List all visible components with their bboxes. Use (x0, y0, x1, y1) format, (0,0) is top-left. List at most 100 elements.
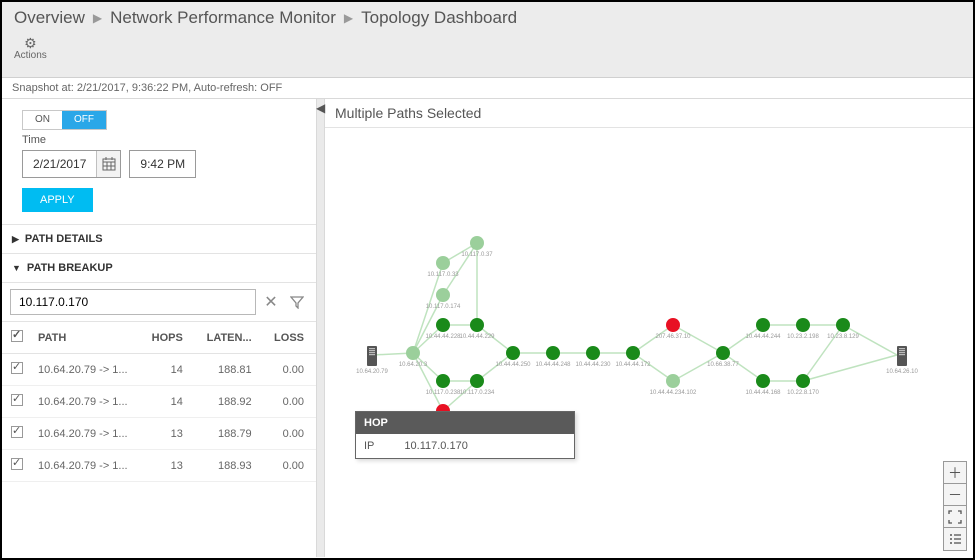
actions-button[interactable]: ⚙ Actions (14, 36, 47, 61)
table-row[interactable]: 10.64.20.79 -> 1...14188.920.00 (2, 386, 316, 418)
cell-latency: 188.79 (195, 418, 264, 450)
table-row[interactable]: 10.64.20.79 -> 1...13188.930.00 (2, 450, 316, 482)
col-path[interactable]: PATH (32, 322, 141, 354)
toggle-off[interactable]: OFF (62, 111, 106, 129)
zoom-list-button[interactable] (944, 528, 966, 550)
col-loss[interactable]: LOSS (264, 322, 316, 354)
topology-node[interactable] (626, 346, 640, 360)
topology-node[interactable] (436, 288, 450, 302)
topology-node[interactable] (796, 318, 810, 332)
cell-hops: 14 (141, 386, 195, 418)
node-label: 10.23.2.198 (787, 334, 819, 340)
cell-path: 10.64.20.79 -> 1... (32, 418, 141, 450)
row-checkbox[interactable] (11, 458, 23, 470)
topology-node[interactable] (436, 318, 450, 332)
topology-node[interactable] (666, 318, 680, 332)
host-icon[interactable] (895, 345, 909, 367)
table-row[interactable]: 10.64.20.79 -> 1...13188.790.00 (2, 418, 316, 450)
topology-node[interactable] (506, 346, 520, 360)
topology-node[interactable] (756, 318, 770, 332)
node-label: 10.117.0.37 (461, 252, 492, 258)
row-checkbox[interactable] (11, 426, 23, 438)
section-path-breakup[interactable]: ▼ PATH BREAKUP (2, 254, 316, 283)
breadcrumb: Overview ▶ Network Performance Monitor ▶… (14, 8, 961, 28)
triangle-down-icon: ▼ (12, 263, 21, 273)
calendar-icon[interactable] (96, 151, 120, 177)
cell-hops: 14 (141, 354, 195, 386)
topology-node[interactable] (586, 346, 600, 360)
breadcrumb-item[interactable]: Network Performance Monitor (110, 8, 336, 28)
cell-hops: 13 (141, 418, 195, 450)
breadcrumb-item[interactable]: Topology Dashboard (361, 8, 517, 28)
zoom-fit-button[interactable] (944, 506, 966, 528)
hop-ip-value: 10.117.0.170 (404, 440, 467, 452)
triangle-right-icon: ▶ (12, 234, 19, 245)
topology-node[interactable] (470, 318, 484, 332)
section-label: PATH DETAILS (25, 233, 103, 245)
time-input[interactable]: 9:42 PM (129, 150, 196, 178)
hop-title: HOP (356, 412, 574, 434)
cell-hops: 13 (141, 450, 195, 482)
path-table: PATH HOPS LATEN... LOSS 10.64.20.79 -> 1… (2, 322, 316, 482)
topology-node[interactable] (546, 346, 560, 360)
topology-node[interactable] (716, 346, 730, 360)
node-label: 10.44.44.230 (575, 362, 610, 368)
topology-title: Multiple Paths Selected (325, 99, 973, 128)
node-label: 207.46.37.10 (655, 334, 690, 340)
time-value: 9:42 PM (140, 157, 185, 171)
topology-node[interactable] (436, 374, 450, 388)
host-icon[interactable] (365, 345, 379, 367)
cell-latency: 188.93 (195, 450, 264, 482)
toggle-on[interactable]: ON (23, 111, 62, 129)
date-input[interactable]: 2/21/2017 (22, 150, 121, 178)
hop-tooltip: HOP IP 10.117.0.170 (355, 411, 575, 459)
topology-node[interactable] (666, 374, 680, 388)
topology-node[interactable] (470, 236, 484, 250)
col-latency[interactable]: LATEN... (195, 322, 264, 354)
node-label: 10.44.44.168 (745, 390, 780, 396)
table-row[interactable]: 10.64.20.79 -> 1...14188.810.00 (2, 354, 316, 386)
topology-node[interactable] (796, 374, 810, 388)
chevron-right-icon: ▶ (93, 11, 102, 25)
node-label: 10.117.0.174 (426, 304, 461, 310)
zoom-out-button[interactable]: － (944, 484, 966, 506)
node-label: 10.117.0.33 (427, 272, 458, 278)
cell-latency: 188.81 (195, 354, 264, 386)
clear-icon[interactable]: ✕ (260, 291, 282, 313)
host-label: 10.64.20.79 (356, 369, 388, 375)
cell-loss: 0.00 (264, 354, 316, 386)
zoom-controls: ＋ － (943, 461, 967, 551)
filter-input[interactable] (10, 289, 256, 315)
chevron-right-icon: ▶ (344, 11, 353, 25)
section-label: PATH BREAKUP (27, 262, 113, 274)
actions-label: Actions (14, 50, 47, 61)
topology-node[interactable] (436, 256, 450, 270)
breadcrumb-item[interactable]: Overview (14, 8, 85, 28)
node-label: 10.22.8.170 (787, 390, 819, 396)
node-label: 10.44.44.248 (535, 362, 570, 368)
row-checkbox[interactable] (11, 362, 23, 374)
topology-node[interactable] (756, 374, 770, 388)
hop-ip-label: IP (364, 440, 374, 452)
col-hops[interactable]: HOPS (141, 322, 195, 354)
host-label: 10.64.26.10 (886, 369, 918, 375)
node-label: 10.44.44.244 (745, 334, 780, 340)
panel-resize-handle[interactable]: ◀ (317, 99, 325, 557)
section-path-details[interactable]: ▶ PATH DETAILS (2, 225, 316, 254)
chevron-left-icon[interactable]: ◀ (316, 101, 325, 115)
row-checkbox[interactable] (11, 394, 23, 406)
auto-refresh-toggle[interactable]: ON OFF (22, 110, 107, 130)
zoom-in-button[interactable]: ＋ (944, 462, 966, 484)
topology-node[interactable] (470, 374, 484, 388)
apply-button[interactable]: APPLY (22, 188, 93, 212)
node-label: 10.44.44.172 (615, 362, 650, 368)
cell-path: 10.64.20.79 -> 1... (32, 450, 141, 482)
filter-icon[interactable] (286, 291, 308, 313)
topology-node[interactable] (406, 346, 420, 360)
select-all-checkbox[interactable] (11, 330, 23, 342)
cell-loss: 0.00 (264, 418, 316, 450)
topology-canvas[interactable]: 10.64.20.7910.64.26.1010.64.20.310.117.0… (325, 133, 973, 557)
time-label: Time (22, 134, 302, 146)
topology-node[interactable] (836, 318, 850, 332)
snapshot-info: Snapshot at: 2/21/2017, 9:36:22 PM, Auto… (2, 78, 973, 99)
